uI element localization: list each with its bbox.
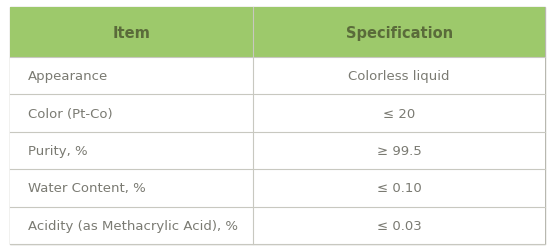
Text: ≤ 0.03: ≤ 0.03 bbox=[377, 219, 422, 232]
Text: Specification: Specification bbox=[346, 25, 453, 40]
Bar bbox=[10, 132, 545, 170]
Text: ≥ 99.5: ≥ 99.5 bbox=[377, 144, 422, 158]
Text: Colorless liquid: Colorless liquid bbox=[349, 70, 450, 83]
Bar bbox=[10, 170, 545, 207]
Text: Item: Item bbox=[113, 25, 150, 40]
Text: Acidity (as Methacrylic Acid), %: Acidity (as Methacrylic Acid), % bbox=[28, 219, 238, 232]
Bar bbox=[10, 95, 545, 132]
Text: ≤ 20: ≤ 20 bbox=[383, 107, 415, 120]
Text: Water Content, %: Water Content, % bbox=[28, 182, 146, 195]
Bar bbox=[10, 58, 545, 95]
Bar bbox=[10, 8, 545, 58]
Text: Color (Pt-Co): Color (Pt-Co) bbox=[28, 107, 113, 120]
Text: Purity, %: Purity, % bbox=[28, 144, 88, 158]
Bar bbox=[10, 207, 545, 244]
Text: Appearance: Appearance bbox=[28, 70, 108, 83]
Text: ≤ 0.10: ≤ 0.10 bbox=[377, 182, 422, 195]
